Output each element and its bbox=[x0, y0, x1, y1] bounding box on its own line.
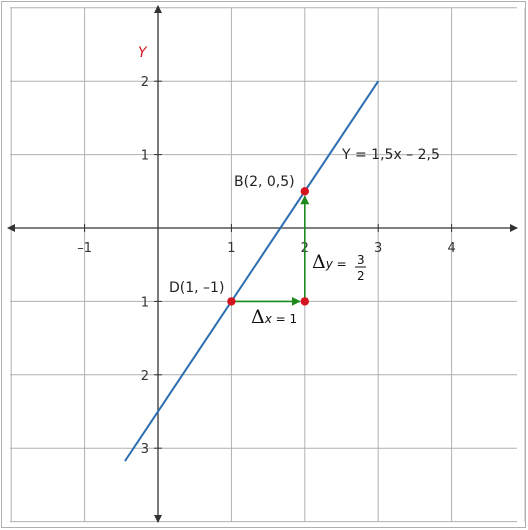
delta-y-denominator: 2 bbox=[357, 269, 365, 283]
series bbox=[124, 80, 380, 462]
data-point bbox=[300, 187, 309, 196]
y-tick-label: 3 bbox=[141, 442, 149, 457]
y-tick-label: 2 bbox=[141, 369, 149, 384]
tick-labels: –1123421123 bbox=[77, 75, 456, 457]
x-tick-label: 3 bbox=[374, 241, 382, 256]
line-equation-label: Y = 1,5x – 2,5 bbox=[341, 147, 440, 163]
y-tick-label: 1 bbox=[141, 295, 149, 310]
y-tick-label: 1 bbox=[141, 149, 149, 164]
y-tick-label: 2 bbox=[141, 75, 149, 90]
delta-x-label: Δx = 1 bbox=[251, 306, 297, 328]
delta-y-numerator: 3 bbox=[357, 253, 365, 267]
annotations: Y Y = 1,5x – 2,5 B(2, 0,5) D(1, –1) Δx =… bbox=[138, 45, 440, 328]
delta-y-label: Δy = bbox=[312, 251, 347, 273]
delta-y-symbol: Δ bbox=[312, 251, 326, 273]
delta-x-var: x bbox=[264, 312, 273, 326]
delta-x-symbol: Δ bbox=[251, 306, 265, 328]
point-b-label: B(2, 0,5) bbox=[234, 174, 295, 190]
delta-arrows bbox=[231, 195, 310, 306]
delta-y-var: y bbox=[325, 257, 334, 271]
x-tick-label: –1 bbox=[77, 241, 92, 256]
y-axis-label: Y bbox=[138, 45, 148, 61]
points bbox=[227, 187, 309, 306]
data-point bbox=[227, 297, 236, 306]
point-d-label: D(1, –1) bbox=[169, 280, 224, 296]
delta-x-value: = 1 bbox=[272, 312, 297, 326]
x-tick-label: 1 bbox=[227, 241, 235, 256]
delta-y-equals: = bbox=[333, 257, 347, 271]
x-tick-label: 4 bbox=[447, 241, 455, 256]
data-point bbox=[300, 297, 309, 306]
series-line bbox=[124, 80, 380, 462]
